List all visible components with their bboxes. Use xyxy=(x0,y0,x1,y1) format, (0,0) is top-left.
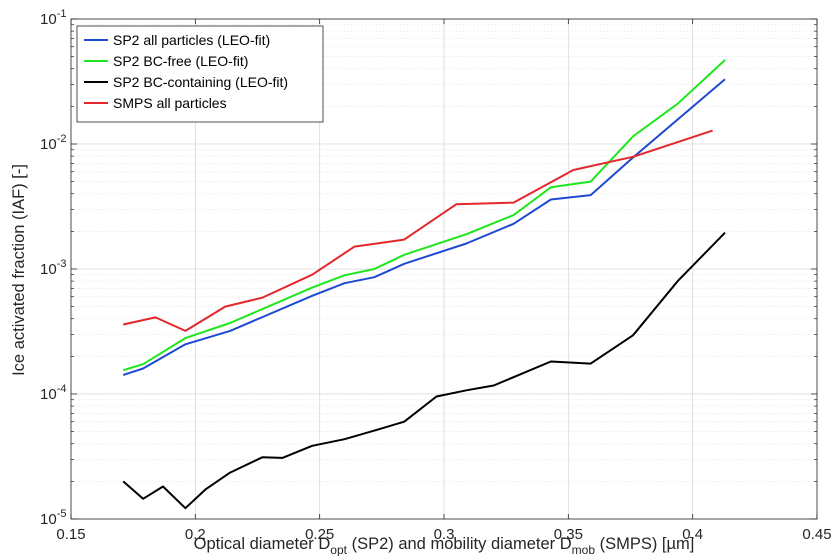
y-tick-label: 10-4 xyxy=(40,383,66,403)
x-tick-label: 0.35 xyxy=(554,526,583,543)
legend: SP2 all particles (LEO-fit) SP2 BC-free (… xyxy=(76,25,324,123)
legend-label-1: SP2 all particles (LEO-fit) xyxy=(113,32,270,48)
x-axis-label-sub2: mob xyxy=(572,543,596,556)
legend-label-2: SP2 BC-free (LEO-fit) xyxy=(113,53,248,69)
series-line-2 xyxy=(122,59,726,372)
x-axis-label-part3: (SMPS) [µm] xyxy=(595,535,694,553)
legend-label-4: SMPS all particles xyxy=(113,95,227,111)
x-axis-label-part2: (SP2) and mobility diameter D xyxy=(347,535,572,553)
x-tick-label: 0.45 xyxy=(802,526,831,543)
y-tick-label: 10-1 xyxy=(40,8,66,28)
x-tick-label: 0.4 xyxy=(682,526,703,543)
x-axis-label-sub1: opt xyxy=(330,543,347,556)
x-axis-label: Optical diameter Dopt (SP2) and mobility… xyxy=(194,535,695,556)
y-tick-label: 10-2 xyxy=(40,133,66,153)
x-axis-label-part1: Optical diameter D xyxy=(194,535,331,553)
x-tick-label: 0.3 xyxy=(434,526,455,543)
x-tick-label: 0.25 xyxy=(305,526,334,543)
legend-label-3: SP2 BC-containing (LEO-fit) xyxy=(113,74,288,90)
series-line-3 xyxy=(122,232,726,510)
series-lines xyxy=(122,59,726,510)
series-line-4 xyxy=(122,129,713,332)
y-tick-label: 10-3 xyxy=(40,258,66,278)
axis-ticks: 0.15 0.2 0.25 0.3 0.35 0.4 0.45 10-5 10-4 10-3 10-… xyxy=(40,8,832,543)
series-line-1 xyxy=(122,78,726,376)
y-tick-label: 10-5 xyxy=(40,508,66,528)
x-tick-label: 0.15 xyxy=(56,526,85,543)
legend-box xyxy=(76,25,324,123)
x-tick-label: 0.2 xyxy=(185,526,206,543)
y-axis-label: Ice activated fraction (IAF) [-] xyxy=(10,164,28,376)
